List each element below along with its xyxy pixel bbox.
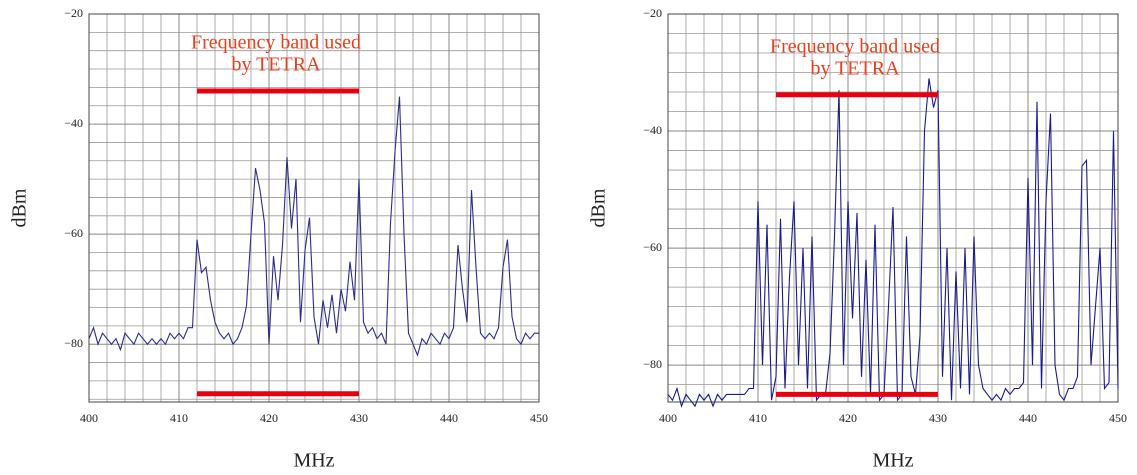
x-tick-label: 430 — [350, 411, 368, 425]
annotation: by TETRA — [231, 54, 321, 76]
x-axis-label: MHz — [293, 450, 334, 472]
annotation: Frequency band used — [770, 35, 940, 57]
y-axis-label: dBm — [588, 188, 610, 227]
x-tick-label: 430 — [929, 411, 947, 425]
x-tick-label: 420 — [839, 411, 857, 425]
x-tick-label: 440 — [440, 411, 458, 425]
x-tick-label: 400 — [659, 411, 677, 425]
x-tick-label: 410 — [749, 411, 767, 425]
y-tick-label: −20 — [64, 6, 83, 20]
x-tick-label: 410 — [170, 411, 188, 425]
plot-frame — [88, 13, 540, 403]
x-tick-label: 420 — [260, 411, 278, 425]
spectrum-line — [667, 78, 1119, 408]
spectrum-line — [88, 96, 539, 357]
annotation: Frequency band used — [191, 32, 361, 54]
x-tick-label: 450 — [1109, 411, 1127, 425]
x-tick-label: 400 — [80, 411, 98, 425]
x-axis-label: MHz — [872, 450, 913, 472]
plot-frame — [667, 13, 1119, 403]
y-tick-label: −80 — [64, 336, 83, 350]
annotation: by TETRA — [810, 57, 900, 79]
y-tick-label: −80 — [643, 357, 662, 371]
y-tick-label: −60 — [64, 226, 83, 240]
x-tick-label: 440 — [1019, 411, 1037, 425]
y-tick-label: −60 — [643, 240, 662, 254]
x-tick-label: 450 — [530, 411, 548, 425]
y-tick-label: −40 — [643, 123, 662, 137]
y-tick-label: −40 — [64, 116, 83, 130]
y-tick-label: −20 — [643, 6, 662, 20]
y-axis-label: dBm — [9, 188, 31, 227]
